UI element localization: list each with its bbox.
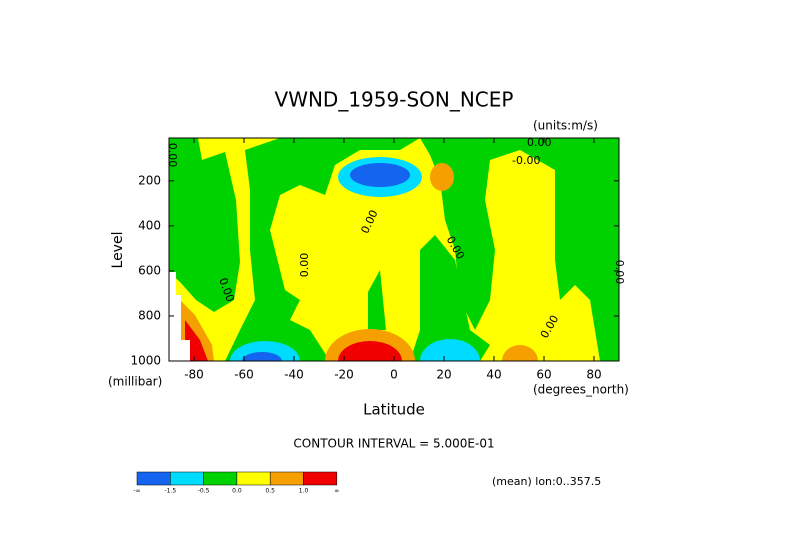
y-tick-label: 800 xyxy=(138,308,161,322)
region xyxy=(502,345,538,361)
region xyxy=(169,138,240,312)
y-tick-label: 400 xyxy=(138,218,161,232)
colorbar-label: -0.5 xyxy=(198,488,210,495)
colorbar-swatch xyxy=(170,471,204,486)
contour-field xyxy=(169,138,619,361)
x-tick-label: -80 xyxy=(184,368,204,382)
contour-interval: CONTOUR INTERVAL = 5.000E-01 xyxy=(293,437,494,451)
x-tick-label: 0 xyxy=(390,368,398,382)
y-tick-label: 1000 xyxy=(130,354,161,368)
missing-region xyxy=(169,272,190,361)
colorbar-label: 0.0 xyxy=(232,488,242,495)
y-tick-label: 600 xyxy=(138,263,161,277)
colorbar-label: 0.5 xyxy=(265,488,275,495)
contour-label: 0.00 xyxy=(166,143,179,168)
chart-title: VWND_1959-SON_NCEP xyxy=(275,88,514,112)
region xyxy=(225,138,420,361)
contour-label: 0.00 xyxy=(527,136,552,149)
colorbar: -∞ -1.5 -0.5 0.0 0.5 1.0 ∞ xyxy=(133,471,339,495)
contour-label: 0.00 xyxy=(298,253,311,278)
region xyxy=(368,270,386,330)
colorbar-swatch xyxy=(203,471,238,486)
colorbar-label: 1.0 xyxy=(299,488,309,495)
x-tick-label: -40 xyxy=(284,368,304,382)
x-axis-label: Latitude xyxy=(363,401,425,419)
footnote: (mean) lon:0..357.5 xyxy=(492,475,601,488)
colorbar-label: -1.5 xyxy=(164,488,176,495)
units-label: (units:m/s) xyxy=(533,119,598,133)
x-tick-label: 20 xyxy=(436,368,451,382)
region xyxy=(420,339,480,361)
x-tick-label: -20 xyxy=(334,368,354,382)
y-axis-label: Level xyxy=(110,232,126,269)
region xyxy=(338,341,402,361)
region xyxy=(430,163,454,191)
contour-label: -0.00 xyxy=(512,154,540,167)
colorbar-swatch xyxy=(236,471,271,486)
region xyxy=(185,320,208,361)
y-unit-label: (millibar) xyxy=(108,375,162,389)
y-tick-label: 200 xyxy=(138,173,161,187)
region xyxy=(350,163,410,187)
colorbar-label: ∞ xyxy=(334,488,339,495)
x-tick-label: 80 xyxy=(586,368,601,382)
region xyxy=(420,138,619,361)
colorbar-swatch xyxy=(269,471,304,486)
colorbar-swatch xyxy=(303,471,338,486)
contour-label: 0.00 xyxy=(613,260,626,285)
colorbar-swatch xyxy=(136,471,171,486)
region xyxy=(242,352,282,361)
x-unit-label: (degrees_north) xyxy=(533,383,629,397)
x-tick-label: -60 xyxy=(234,368,254,382)
region xyxy=(410,235,490,361)
colorbar-label: -∞ xyxy=(133,488,140,495)
x-tick-label: 40 xyxy=(486,368,501,382)
x-tick-label: 60 xyxy=(536,368,551,382)
